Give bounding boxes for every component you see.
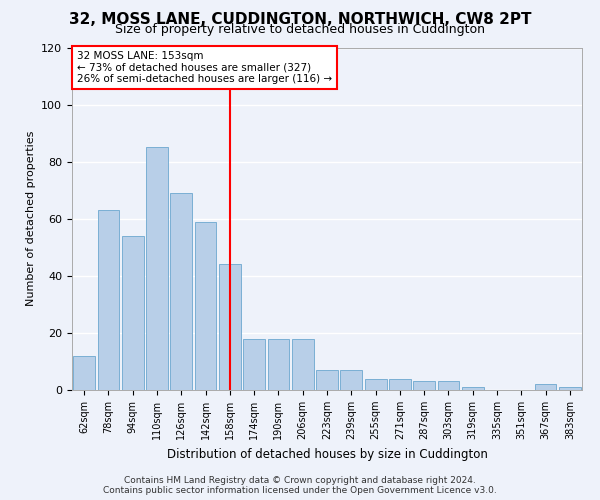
Bar — [535, 384, 556, 390]
X-axis label: Distribution of detached houses by size in Cuddington: Distribution of detached houses by size … — [167, 448, 487, 460]
Bar — [194, 222, 217, 390]
Bar — [340, 370, 362, 390]
Bar — [413, 382, 435, 390]
Text: Contains HM Land Registry data © Crown copyright and database right 2024.
Contai: Contains HM Land Registry data © Crown c… — [103, 476, 497, 495]
Bar — [146, 148, 168, 390]
Bar — [97, 210, 119, 390]
Bar — [292, 338, 314, 390]
Text: 32 MOSS LANE: 153sqm
← 73% of detached houses are smaller (327)
26% of semi-deta: 32 MOSS LANE: 153sqm ← 73% of detached h… — [77, 51, 332, 84]
Text: Size of property relative to detached houses in Cuddington: Size of property relative to detached ho… — [115, 22, 485, 36]
Text: 32, MOSS LANE, CUDDINGTON, NORTHWICH, CW8 2PT: 32, MOSS LANE, CUDDINGTON, NORTHWICH, CW… — [69, 12, 531, 28]
Bar — [170, 193, 192, 390]
Bar — [316, 370, 338, 390]
Y-axis label: Number of detached properties: Number of detached properties — [26, 131, 35, 306]
Bar — [243, 338, 265, 390]
Bar — [268, 338, 289, 390]
Bar — [219, 264, 241, 390]
Bar — [73, 356, 95, 390]
Bar — [462, 387, 484, 390]
Bar — [122, 236, 143, 390]
Bar — [437, 382, 460, 390]
Bar — [559, 387, 581, 390]
Bar — [389, 378, 411, 390]
Bar — [365, 378, 386, 390]
